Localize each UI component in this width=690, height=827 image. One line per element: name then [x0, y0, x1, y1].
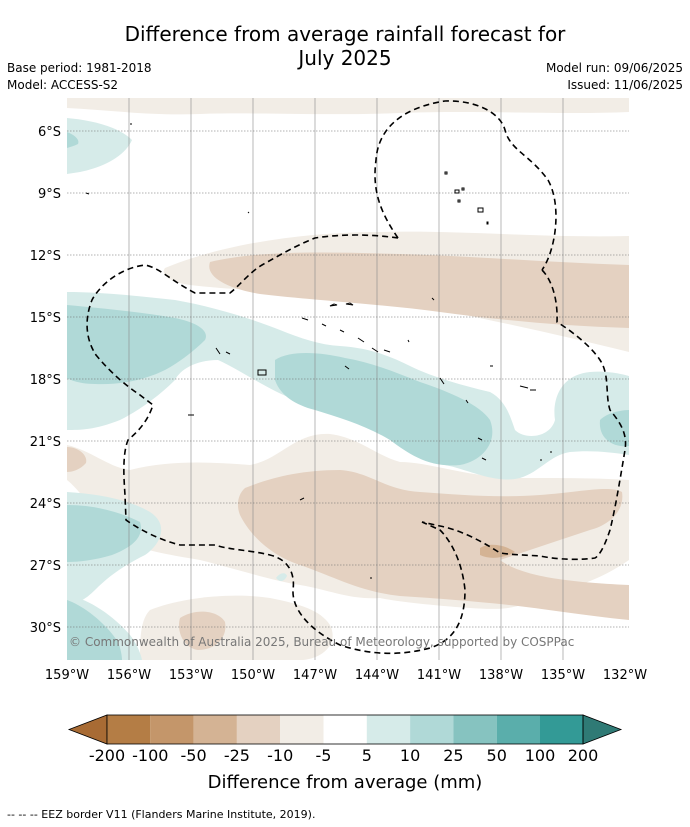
neg-band-top [67, 98, 629, 115]
colorbar-tick: -10 [267, 746, 293, 765]
eez-legend-note: -- -- -- EEZ border V11 (Flanders Marine… [7, 808, 316, 821]
colorbar-swatch [193, 715, 237, 744]
lat-label: 9°S [38, 187, 61, 202]
neg-blob-west [67, 447, 87, 472]
colorbar-swatch [236, 715, 281, 744]
lon-label: 147°W [293, 668, 337, 683]
islands [85, 123, 552, 579]
copyright-note: © Commonwealth of Australia 2025, Bureau… [69, 635, 574, 649]
neg-band-mid [209, 252, 629, 328]
colorbar-swatch [280, 715, 324, 744]
colorbar-swatch [366, 715, 411, 744]
colorbar-tick: 10 [400, 746, 420, 765]
title-line-1: Difference from average rainfall forecas… [124, 22, 566, 46]
pos-band-top-west [67, 118, 132, 174]
lon-label: 144°W [355, 668, 399, 683]
lon-label: 156°W [107, 668, 151, 683]
lon-label: 132°W [603, 668, 647, 683]
colorbar-tick: -50 [181, 746, 207, 765]
lat-label: 18°S [30, 373, 61, 388]
lat-label: 27°S [30, 559, 61, 574]
latitude-lines [67, 130, 629, 628]
colorbar-tick: 100 [525, 746, 556, 765]
base-period: Base period: 1981-2018 [7, 61, 152, 75]
lon-label: 150°W [231, 668, 275, 683]
meta-left: Base period: 1981-2018 Model: ACCESS-S2 [7, 60, 152, 94]
colorbar-swatch [496, 715, 540, 744]
colorbar-left-extension [67, 714, 108, 745]
colorbar-swatch [150, 715, 194, 744]
longitude-labels: 159°W 156°W 153°W 150°W 147°W 144°W 141°… [45, 668, 647, 683]
colorbar-tick: -25 [224, 746, 250, 765]
colorbar-swatch [410, 715, 454, 744]
colorbar-tick: 50 [487, 746, 507, 765]
map-title: Difference from average rainfall forecas… [0, 22, 690, 70]
colorbar-swatch [323, 715, 367, 744]
title-line-2: July 2025 [298, 46, 392, 70]
latitude-labels: 6°S 9°S 12°S 15°S 18°S 21°S 24°S 27°S 30… [30, 125, 61, 636]
colorbar-tick: 5 [362, 746, 372, 765]
lat-label: 24°S [30, 497, 61, 512]
eez-border-tuamotu [421, 269, 627, 561]
pos-band-mid-central [275, 353, 493, 466]
colorbar-swatch [540, 715, 583, 744]
lat-label: 21°S [30, 435, 61, 450]
pos-blob-east [599, 410, 629, 447]
lat-label: 12°S [30, 249, 61, 264]
colorbar-tick: -200 [89, 746, 125, 765]
lat-label: 6°S [38, 125, 61, 140]
neg-band-south-mid [237, 470, 629, 620]
neg-blob-southwest [178, 611, 226, 650]
lat-label: 30°S [30, 621, 61, 636]
lon-label: 138°W [479, 668, 523, 683]
eez-border-marquesas [374, 100, 557, 271]
model-name: Model: ACCESS-S2 [7, 78, 119, 92]
meta-right: Model run: 09/06/2025 Issued: 11/06/2025 [546, 60, 683, 94]
eez-border-society [86, 234, 466, 655]
issued-date: Issued: 11/06/2025 [567, 78, 683, 92]
colorbar-right-extension [582, 714, 623, 745]
colorbar-tick: 200 [568, 746, 599, 765]
pos-blob-bottom-left [67, 600, 122, 660]
lat-label: 15°S [30, 311, 61, 326]
pos-blob-southwest [67, 505, 141, 562]
model-run: Model run: 09/06/2025 [545, 61, 683, 75]
colorbar-swatch [107, 715, 151, 744]
colorbar-swatch [453, 715, 497, 744]
pos-band-mid-west [67, 305, 206, 385]
pos-blob-top-west [67, 132, 79, 148]
colorbar-ticks: -200 -100 -50 -25 -10 -5 5 10 25 50 100 … [89, 746, 598, 765]
lon-label: 159°W [45, 668, 89, 683]
lon-label: 135°W [541, 668, 585, 683]
colorbar-tick: -5 [316, 746, 332, 765]
lon-label: 141°W [417, 668, 461, 683]
pos-blob-small [276, 573, 287, 582]
colorbar [67, 714, 623, 745]
lon-label: 153°W [169, 668, 213, 683]
colorbar-tick: 25 [443, 746, 463, 765]
colorbar-frame [106, 714, 584, 745]
colorbar-title: Difference from average (mm) [208, 772, 483, 793]
rainfall-map [67, 98, 629, 660]
colorbar-tick: -100 [132, 746, 168, 765]
